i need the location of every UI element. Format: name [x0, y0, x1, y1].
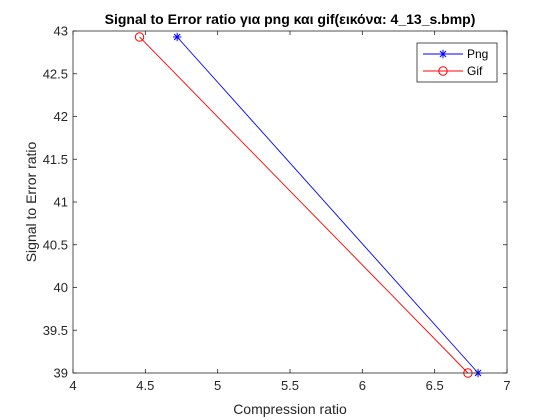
x-tick-label: 6 [359, 378, 366, 393]
legend: Png Gif [416, 42, 498, 83]
y-tick-label: 41.5 [43, 152, 68, 167]
x-tick-label: 5.5 [281, 378, 299, 393]
y-tick-label: 42.5 [43, 66, 68, 81]
y-tick-label: 39.5 [43, 323, 68, 338]
x-tick-label: 5 [214, 378, 221, 393]
legend-label-png: Png [467, 47, 488, 61]
series-line-png [176, 36, 479, 374]
x-tick-label: 4.5 [136, 378, 154, 393]
y-tick-label: 39 [54, 366, 68, 381]
plot-area [73, 31, 507, 373]
legend-box [416, 42, 498, 83]
y-tick-label: 43 [54, 24, 68, 39]
chart-title: Signal to Error ratio για png και gif(ει… [105, 11, 476, 27]
x-tick-label: 7 [503, 378, 510, 393]
ticks-layer: 4 4.5 5 5.5 6 6.5 7 39 39.5 40 40.5 41 41.5 42 42.5 43 [43, 24, 511, 394]
x-tick-label: 6.5 [426, 378, 444, 393]
legend-marker-png [438, 49, 448, 59]
data-point-png [172, 32, 182, 42]
y-tick-label: 42 [54, 109, 68, 124]
x-axis-label: Compression ratio [233, 401, 347, 417]
y-tick-label: 40.5 [43, 237, 68, 252]
x-tick-label: 4 [69, 378, 76, 393]
y-axis-label: Signal to Error ratio [23, 141, 39, 262]
legend-label-gif: Gif [467, 64, 483, 78]
legend-marker-gif [438, 66, 448, 76]
series-line-gif [139, 36, 469, 374]
data-point-gif [134, 32, 145, 42]
y-tick-label: 41 [54, 195, 68, 210]
y-tick-label: 40 [54, 280, 68, 295]
